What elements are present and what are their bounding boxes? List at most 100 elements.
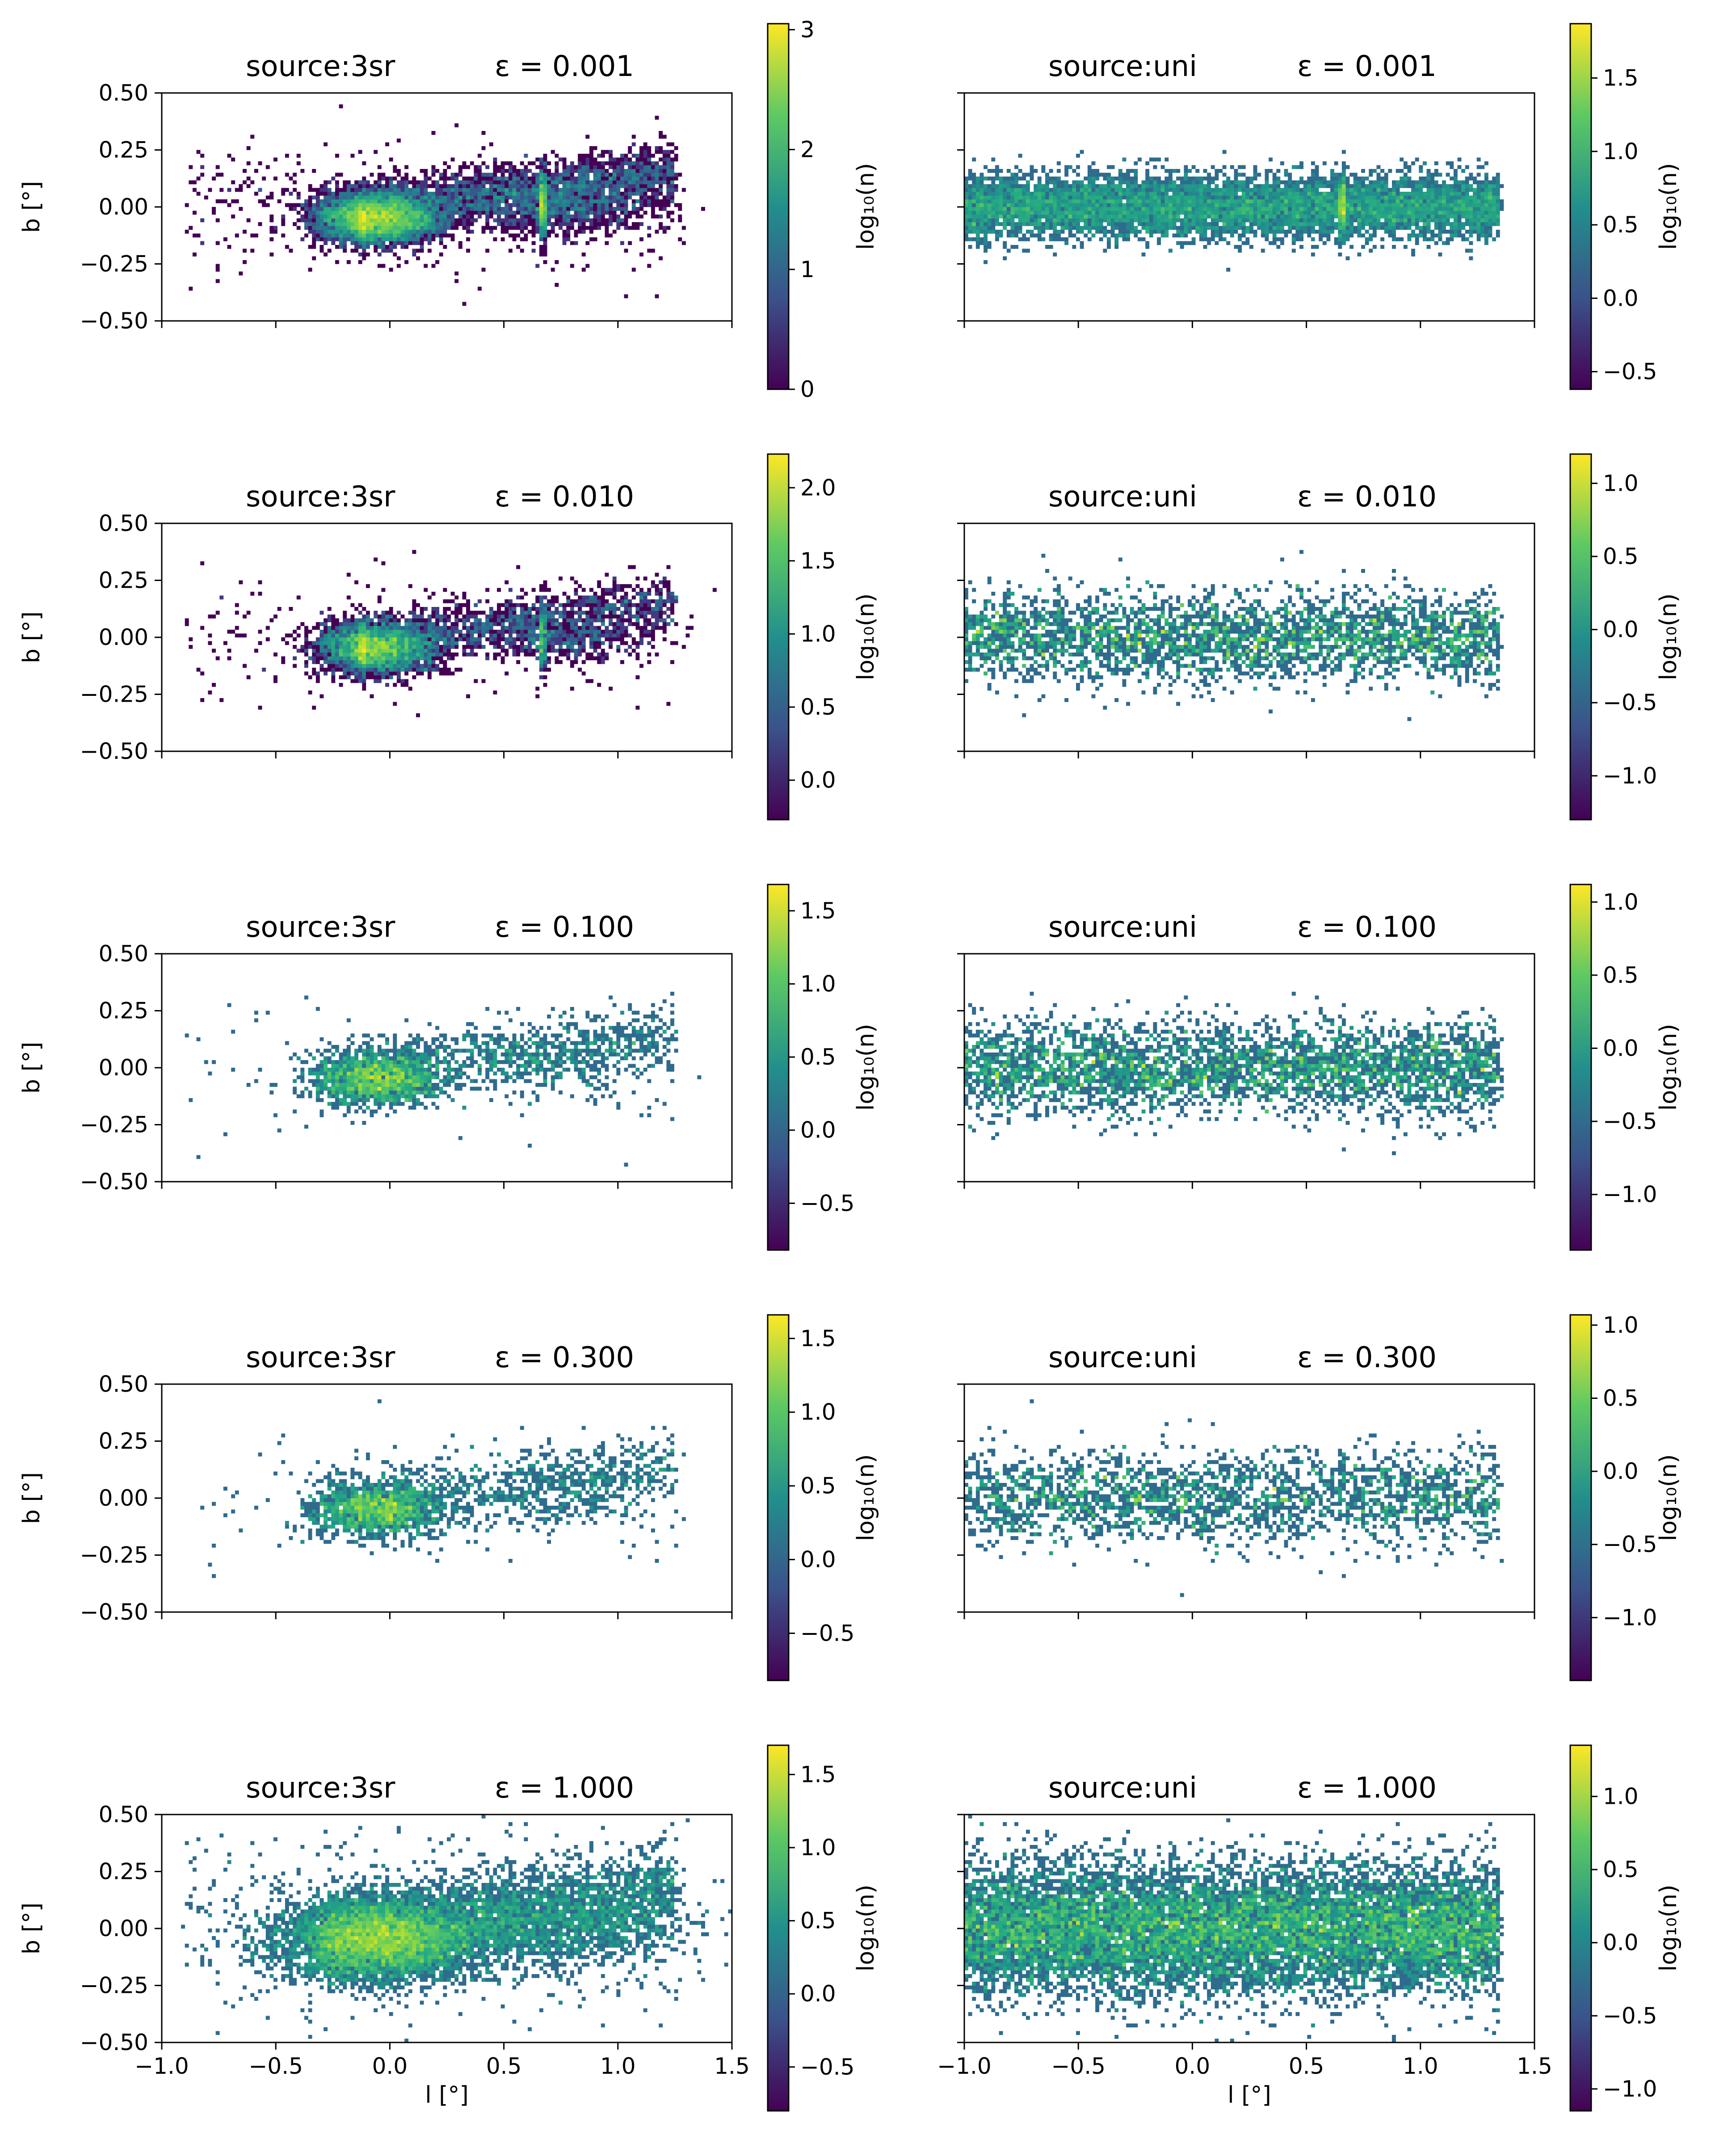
heatmap-cell — [1338, 237, 1342, 241]
heatmap-cell — [543, 192, 547, 196]
heatmap-cell — [1118, 234, 1122, 238]
heatmap-cell — [1311, 226, 1315, 230]
heatmap-cell — [312, 219, 316, 223]
heatmap-cell — [428, 192, 432, 196]
heatmap-cell — [474, 177, 478, 181]
heatmap-cell — [466, 249, 470, 253]
heatmap-cell — [412, 207, 416, 211]
heatmap-cell — [273, 158, 277, 162]
heatmap-cell — [316, 192, 320, 196]
heatmap-cell — [624, 215, 628, 219]
heatmap-cell — [635, 226, 639, 230]
heatmap-cell — [609, 184, 613, 188]
heatmap-cell — [605, 226, 609, 230]
heatmap-cell — [582, 219, 586, 223]
y-tick-label: 0.00 — [99, 194, 148, 220]
heatmap-cell — [543, 161, 547, 165]
heatmap-cell — [1010, 222, 1014, 226]
heatmap-cell — [358, 181, 362, 185]
heatmap-cell — [543, 165, 547, 169]
heatmap-cell — [551, 188, 555, 192]
heatmap-cell — [324, 192, 328, 196]
heatmap-cell — [620, 192, 624, 196]
heatmap-cell — [1253, 222, 1257, 226]
heatmap-cell — [1407, 226, 1411, 230]
heatmap-cell — [408, 181, 412, 185]
heatmap-cell — [589, 188, 593, 192]
heatmap-cell — [516, 207, 520, 211]
heatmap-cell — [404, 177, 408, 181]
heatmap-cell — [266, 196, 270, 200]
heatmap-cell — [1450, 237, 1454, 241]
heatmap-cell — [578, 177, 582, 181]
heatmap-cell — [1411, 230, 1415, 234]
heatmap-cell — [1041, 222, 1045, 226]
heatmap-cell — [370, 230, 374, 234]
heatmap-cell — [1230, 234, 1234, 238]
heatmap-cell — [470, 219, 474, 223]
heatmap-cell — [539, 169, 543, 173]
heatmap-cell — [616, 219, 620, 223]
heatmap-cell — [1269, 226, 1273, 230]
heatmap-cell — [628, 177, 632, 181]
heatmap-cell — [639, 169, 643, 173]
heatmap-cell — [343, 222, 347, 226]
heatmap-cell — [470, 222, 474, 226]
heatmap-cell — [285, 245, 289, 249]
heatmap-cell — [374, 215, 378, 219]
heatmap-cell — [535, 207, 539, 211]
heatmap-cell — [597, 188, 601, 192]
heatmap-cell — [254, 192, 258, 196]
heatmap-cell — [555, 203, 559, 207]
heatmap-cell — [535, 192, 539, 196]
heatmap-cell — [339, 211, 343, 215]
heatmap-cell — [1215, 230, 1219, 234]
heatmap-cell — [1084, 222, 1088, 226]
heatmap-cell — [528, 188, 532, 192]
heatmap-cell — [593, 203, 597, 207]
heatmap-cell — [1095, 222, 1099, 226]
heatmap-cell — [678, 237, 682, 241]
heatmap-cell — [1142, 226, 1146, 230]
heatmap-cell — [1319, 234, 1323, 238]
heatmap-cell — [482, 173, 486, 177]
heatmap-cell — [1134, 230, 1138, 234]
heatmap-cell — [1068, 222, 1072, 226]
heatmap-cell — [439, 253, 443, 257]
heatmap-cell — [651, 173, 655, 177]
heatmap-cell — [605, 234, 609, 238]
heatmap-cell — [474, 219, 478, 223]
heatmap-cell — [570, 203, 574, 207]
heatmap-cell — [451, 211, 455, 215]
heatmap-cell — [1072, 234, 1076, 238]
heatmap-cell — [1488, 230, 1492, 234]
heatmap-cell — [435, 222, 439, 226]
heatmap-cell — [454, 279, 458, 283]
heatmap-cell — [347, 222, 351, 226]
heatmap-cell — [401, 196, 405, 200]
heatmap-cell — [474, 196, 478, 200]
heatmap-cell — [412, 196, 416, 200]
heatmap-cell — [454, 177, 458, 181]
heatmap-cell — [1118, 230, 1122, 234]
heatmap-cell — [1053, 253, 1057, 257]
heatmap-cell — [620, 161, 624, 165]
heatmap-cell — [1396, 226, 1400, 230]
heatmap-cell — [666, 143, 670, 147]
heatmap-cell — [578, 219, 582, 223]
heatmap-cell — [324, 184, 328, 188]
heatmap-cell — [358, 211, 362, 215]
heatmap-cell — [1022, 234, 1026, 238]
heatmap-cell — [378, 264, 382, 268]
heatmap-cell — [624, 177, 628, 181]
heatmap-cell — [478, 207, 482, 211]
heatmap-cell — [489, 143, 493, 147]
heatmap-cell — [1041, 230, 1045, 234]
heatmap-cell — [659, 215, 663, 219]
heatmap-cell — [316, 234, 320, 238]
heatmap-cell — [624, 226, 628, 230]
heatmap-cell — [1473, 230, 1477, 234]
heatmap-cell — [1299, 230, 1303, 234]
heatmap-cell — [524, 196, 528, 200]
heatmap-cell — [528, 219, 532, 223]
